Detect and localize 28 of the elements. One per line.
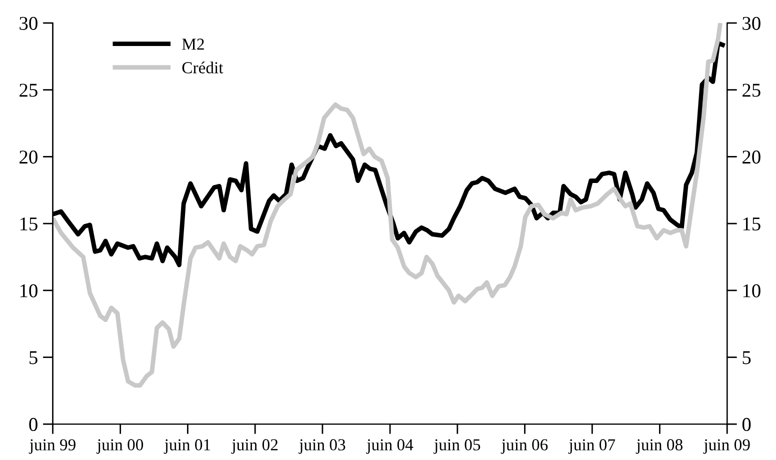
- y2-tick-label: 25: [742, 84, 760, 97]
- y2-tick-label: 5: [742, 351, 751, 364]
- x-tick-label: juin 02: [231, 439, 278, 454]
- y-tick-label: 30: [20, 16, 38, 30]
- y-tick-label: 0: [29, 418, 38, 432]
- y2-tick-label: 20: [742, 150, 760, 164]
- line-series: [52, 23, 723, 388]
- y-tick-label: 5: [30, 351, 38, 364]
- y2-tick-label: 10: [743, 284, 760, 298]
- x-tick-label: juin 09: [703, 439, 750, 454]
- x-tick-label: juin 06: [500, 439, 548, 454]
- legend-label: M2: [182, 38, 204, 50]
- y-tick-label: 15: [20, 217, 38, 230]
- x-tick-label: juin 00: [96, 439, 144, 454]
- x-tick-label: juin 07: [568, 439, 616, 454]
- x-tick-label: juin 01: [164, 439, 210, 454]
- y-tick-label: 10: [20, 284, 38, 298]
- y2-tick-label: 15: [743, 217, 760, 230]
- x-tick-label: juin 04: [366, 439, 414, 454]
- y-tick-label: 25: [20, 84, 38, 97]
- y-tick-label: 20: [20, 150, 38, 164]
- x-tick-label: juin 05: [434, 439, 480, 454]
- y2-tick-label: 30: [742, 16, 760, 30]
- y2-tick-label: 0: [742, 418, 751, 432]
- x-tick-label: juin 99: [28, 439, 76, 454]
- legend-label: Crédit: [182, 62, 224, 74]
- x-tick-label: juin 08: [636, 439, 682, 454]
- x-tick-label: juin 03: [298, 439, 346, 454]
